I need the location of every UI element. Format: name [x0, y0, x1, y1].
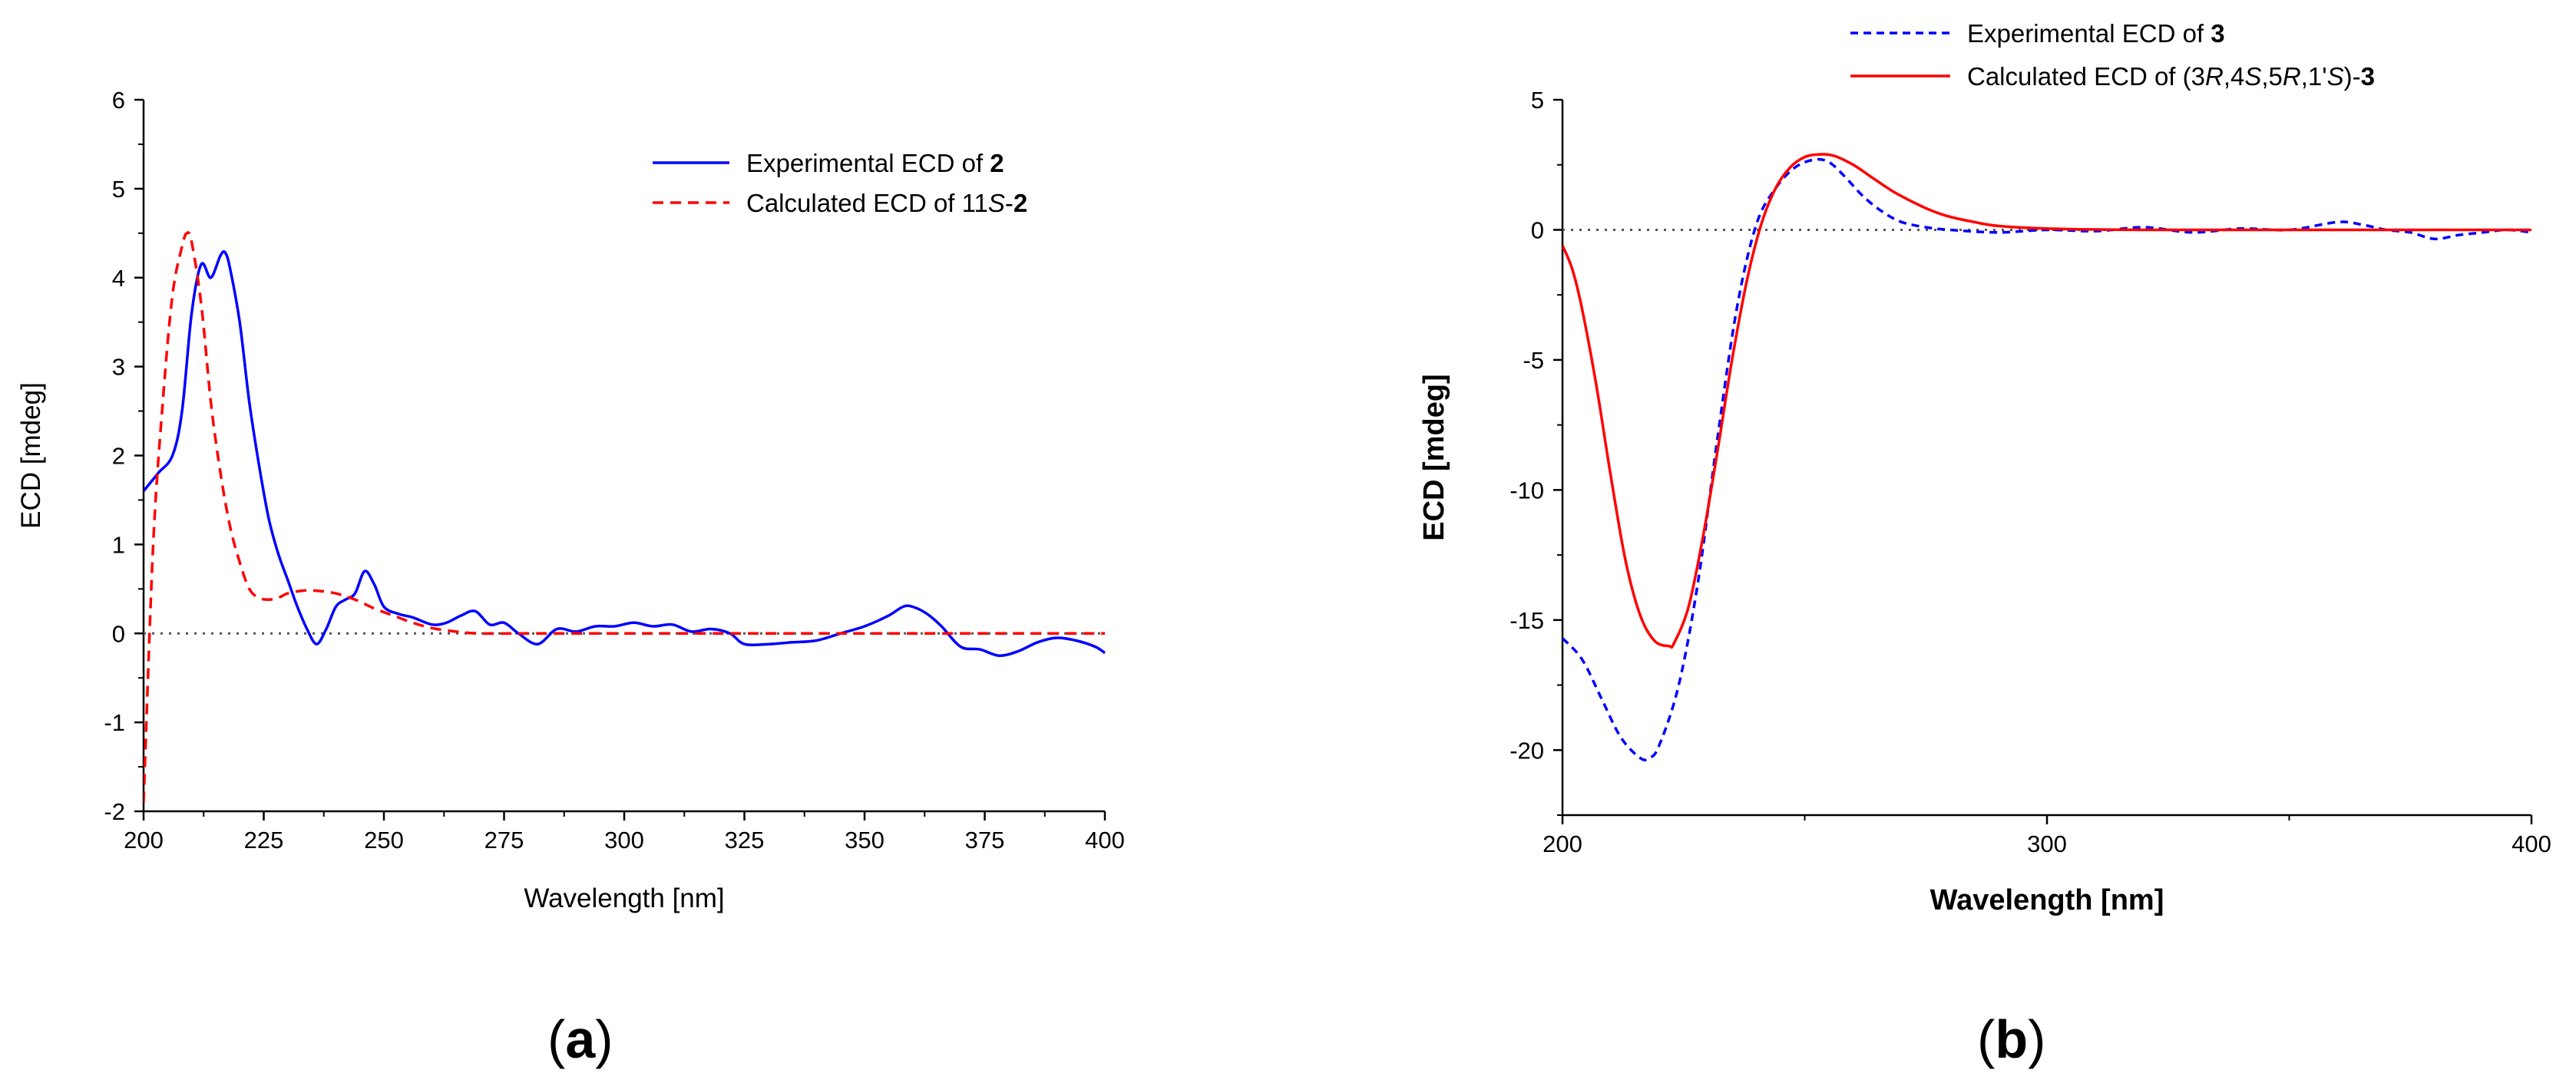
legend-label-calculated-part: S — [988, 189, 1005, 217]
y-tick-label: -2 — [104, 798, 125, 825]
y-axis-label: ECD [mdeg] — [1418, 374, 1450, 540]
legend-label-calculated-part: R — [2283, 62, 2301, 91]
legend-label-calculated: Calculated ECD of 11S-2 — [746, 189, 1027, 217]
legend-label-calculated-part: R — [2205, 62, 2224, 91]
legend-label-calculated-part: S — [2327, 62, 2344, 91]
legend-label-calculated-part: ,4 — [2224, 62, 2245, 91]
legend-label-calculated-part: ,1' — [2301, 62, 2327, 91]
x-tick-label: 250 — [364, 827, 404, 854]
x-tick-label: 400 — [2512, 830, 2551, 857]
legend-label-calculated-part: S — [2244, 62, 2261, 91]
y-axis-label: ECD [mdeg] — [16, 382, 46, 529]
x-tick-label: 300 — [2027, 830, 2067, 857]
panel-label: (b) — [1977, 1009, 2045, 1069]
x-tick-label: 200 — [124, 827, 164, 854]
legend-label-experimental-part: Experimental ECD of — [1967, 19, 2211, 48]
legend-label-experimental: Experimental ECD of 3 — [1967, 19, 2225, 48]
panel-label-part: ( — [1977, 1009, 1995, 1069]
panel-label-part: ) — [595, 1009, 613, 1069]
series-line-experimental — [1562, 157, 2532, 761]
x-tick-label: 350 — [845, 827, 885, 854]
legend-label-calculated-part: Calculated ECD of (3 — [1967, 62, 2205, 91]
x-tick-label: 400 — [1085, 827, 1125, 854]
panel-label-part: ) — [2028, 1009, 2045, 1069]
y-tick-label: -20 — [1510, 737, 1544, 764]
legend-label-calculated-part: )- — [2344, 62, 2361, 91]
series-line-experimental — [144, 250, 1106, 657]
x-tick-label: 325 — [725, 827, 765, 854]
x-axis-label: Wavelength [nm] — [524, 883, 724, 913]
x-tick-label: 375 — [965, 827, 1005, 854]
y-tick-label: -1 — [104, 709, 125, 736]
y-tick-label: 3 — [112, 354, 125, 381]
legend-label-calculated-part: Calculated ECD of 11 — [746, 189, 988, 217]
panel-label-part: a — [565, 1009, 596, 1069]
legend-label-calculated: Calculated ECD of (3R,4S,5R,1'S)-3 — [1967, 62, 2375, 91]
legend-label-calculated-part: 2 — [1014, 189, 1027, 217]
y-tick-label: 4 — [112, 265, 125, 292]
y-tick-label: 6 — [112, 87, 125, 114]
y-tick-label: -10 — [1510, 477, 1544, 504]
panel-label-part: b — [1995, 1009, 2028, 1069]
legend-label-calculated-part: 3 — [2361, 62, 2375, 91]
x-tick-label: 200 — [1543, 830, 1582, 857]
y-tick-label: 5 — [1531, 87, 1544, 114]
x-tick-label: 225 — [244, 827, 284, 854]
legend-label-experimental-part: 3 — [2211, 19, 2224, 48]
legend-label-calculated-part: - — [1005, 189, 1014, 217]
x-tick-label: 300 — [604, 827, 644, 854]
y-tick-label: 5 — [112, 176, 125, 203]
chart-panel-a: 200 225 250 275 300 325 350 375 400-2-10123456Wa… — [16, 87, 1125, 1069]
panel-label-part: ( — [547, 1009, 565, 1069]
legend-label-experimental: Experimental ECD of 2 — [746, 149, 1004, 177]
legend-label-experimental-part: Experimental ECD of — [746, 149, 990, 177]
legend-label-experimental-part: 2 — [990, 149, 1004, 177]
series-line-calculated — [144, 231, 1105, 803]
y-tick-label: 0 — [112, 620, 125, 647]
chart-panel-b: 200 300 400 -20 -15 -10 -5 0 5 Wavelength [nm] ECD… — [1418, 19, 2551, 1069]
y-tick-label: 2 — [112, 443, 125, 470]
x-axis-label: Wavelength [nm] — [1930, 884, 2164, 916]
x-tick-label: 275 — [484, 827, 524, 854]
legend-label-calculated-part: ,5 — [2261, 62, 2283, 91]
y-tick-label: -5 — [1523, 347, 1544, 374]
y-tick-label: -15 — [1510, 607, 1544, 634]
panel-label: (a) — [547, 1009, 613, 1069]
series-line-calculated — [1562, 153, 2531, 649]
y-tick-label: 0 — [1531, 216, 1544, 243]
y-tick-label: 1 — [112, 531, 125, 558]
